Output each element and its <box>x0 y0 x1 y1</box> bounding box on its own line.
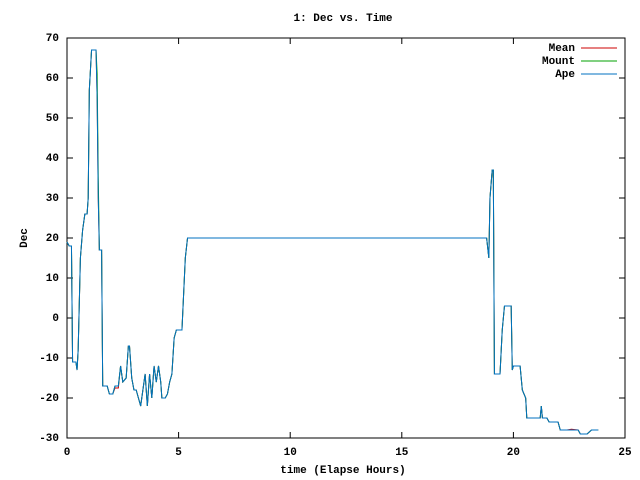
chart-title: 1: Dec vs. Time <box>293 13 392 25</box>
x-tick-label: 10 <box>284 447 297 459</box>
y-axis-label: Dec <box>19 228 31 248</box>
legend-label: Mean <box>549 43 575 55</box>
y-tick-label: 40 <box>46 153 59 165</box>
y-tick-label: 50 <box>46 113 59 125</box>
y-tick-label: 70 <box>46 33 59 45</box>
legend-label: Mount <box>542 56 575 68</box>
x-tick-label: 25 <box>618 447 632 459</box>
x-axis-label: time (Elapse Hours) <box>280 465 405 477</box>
y-tick-label: 60 <box>46 73 59 85</box>
x-tick-label: 5 <box>175 447 182 459</box>
y-tick-label: -30 <box>39 433 59 445</box>
series-line <box>66 49 599 435</box>
y-tick-label: 10 <box>46 273 59 285</box>
y-tick-label: -20 <box>39 393 59 405</box>
x-tick-label: 0 <box>64 447 71 459</box>
y-tick-label: 20 <box>46 233 59 245</box>
legend-label: Ape <box>555 69 575 81</box>
y-tick-label: -10 <box>39 353 59 365</box>
y-tick-label: 0 <box>52 313 59 325</box>
x-tick-label: 20 <box>507 447 520 459</box>
y-tick-label: 30 <box>46 193 59 205</box>
x-tick-label: 15 <box>395 447 409 459</box>
